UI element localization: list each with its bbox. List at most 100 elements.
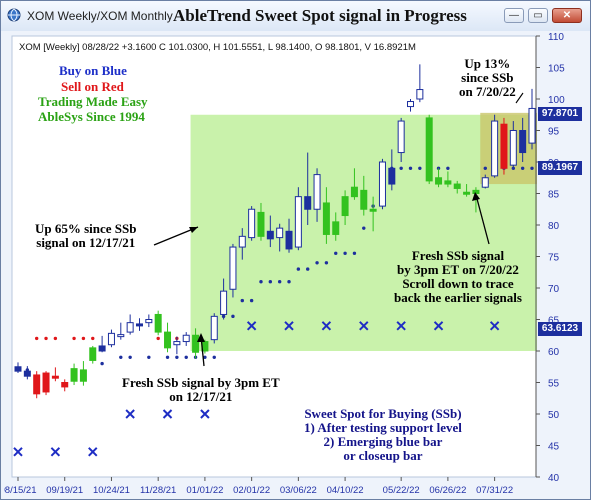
chart-tab-label[interactable]: XOM Weekly/XOM Monthly xyxy=(27,9,173,23)
candle-body xyxy=(266,230,274,240)
y-tick-label: 80 xyxy=(548,221,560,232)
buy-stop-dot xyxy=(287,280,291,284)
candle-body xyxy=(444,180,452,185)
y-tick-label: 110 xyxy=(548,32,564,43)
buy-stop-dot xyxy=(315,261,319,265)
candle-body xyxy=(173,341,181,346)
y-tick-label: 60 xyxy=(548,347,560,358)
buy-stop-dot xyxy=(324,261,329,265)
y-tick-label: 65 xyxy=(548,316,560,327)
minimize-button[interactable]: — xyxy=(504,8,524,23)
buy-stop-dot xyxy=(520,166,525,170)
candle-body xyxy=(528,107,536,144)
buy-stop-dot xyxy=(352,251,357,256)
sell-stop-dot xyxy=(72,336,76,341)
ssb-marker xyxy=(489,321,500,331)
buy-stop-dot xyxy=(203,355,207,359)
candle-body xyxy=(192,334,200,353)
x-tick-label: 05/22/22 xyxy=(383,485,420,496)
candle-body xyxy=(472,189,480,195)
candle-body xyxy=(360,189,368,210)
buy-stop-dot xyxy=(408,166,413,170)
legend-since: AbleSys Since 1994 xyxy=(38,109,145,124)
candle-body xyxy=(61,382,69,388)
annotation-fresh-dec: Fresh SSb signal by 3pm ET on 12/17/21 xyxy=(122,375,280,404)
candle-body xyxy=(519,130,527,154)
buy-stop-dot xyxy=(240,298,244,303)
buy-stop-dot xyxy=(334,251,338,256)
ssb-marker xyxy=(359,321,369,331)
candle-body xyxy=(369,208,377,212)
candle-body xyxy=(491,120,499,177)
x-tick-label: 06/26/22 xyxy=(429,485,466,496)
price-tag-low: 63.6123 xyxy=(538,322,582,336)
sell-stop-dot xyxy=(156,336,160,341)
price-tag-high: 97.8701 xyxy=(538,107,582,121)
buy-stop-dot xyxy=(446,166,450,170)
y-tick-label: 50 xyxy=(548,410,560,421)
legend-tagline: Trading Made Easy xyxy=(38,94,148,109)
candle-body xyxy=(463,191,471,195)
buy-stop-dot xyxy=(249,298,254,303)
candle-body xyxy=(425,117,433,182)
price-tag-mid: 89.1967 xyxy=(538,161,582,175)
arrow-fresh-dec-head xyxy=(197,333,205,342)
buy-stop-dot xyxy=(343,251,347,256)
annotation-sweet-spot: Sweet Spot for Buying (SSb) 1) After tes… xyxy=(304,406,462,463)
price-chart[interactable]: 404550556065707580859095100105110 08/15/… xyxy=(4,31,588,497)
x-tick-label: 01/01/22 xyxy=(186,485,223,496)
sell-stop-dot xyxy=(53,336,58,341)
candle-body xyxy=(42,372,50,393)
title-bar[interactable]: XOM Weekly/XOM Monthly AbleTrend Sweet S… xyxy=(1,1,590,31)
ssb-marker xyxy=(13,447,23,457)
buy-stop-dot xyxy=(119,355,123,359)
x-tick-label: 02/01/22 xyxy=(233,485,270,496)
close-button[interactable]: ✕ xyxy=(552,8,582,23)
y-tick-label: 105 xyxy=(548,64,565,75)
y-tick-label: 75 xyxy=(548,253,560,264)
buy-stop-dot xyxy=(530,166,534,170)
legend-sell: Sell on Red xyxy=(61,79,124,94)
candle-body xyxy=(33,374,41,395)
candle-body xyxy=(322,202,330,235)
candle-body xyxy=(313,174,321,210)
buy-stop-dot xyxy=(259,280,263,284)
candle-body xyxy=(126,322,134,333)
candle-body xyxy=(248,208,256,239)
candle-body xyxy=(407,101,415,108)
buy-stop-dot xyxy=(306,267,310,271)
candle-body xyxy=(89,347,97,361)
ohlc-info-line: XOM [Weekly] 08/28/22 +3.1600 C 101.0300… xyxy=(19,42,416,53)
candle-body xyxy=(350,186,358,198)
x-tick-label: 10/24/21 xyxy=(93,485,130,496)
buy-stop-dot xyxy=(418,166,422,170)
buy-stop-dot xyxy=(147,355,151,359)
buy-stop-dot xyxy=(362,226,366,230)
arrow-fresh-july-head xyxy=(472,192,480,201)
candle-body xyxy=(154,313,162,333)
candle-body xyxy=(341,196,349,217)
buy-stop-dot xyxy=(231,314,235,319)
buy-stop-dot xyxy=(212,355,216,359)
sell-stop-dot xyxy=(44,336,48,341)
maximize-button[interactable]: ▭ xyxy=(528,8,548,23)
ssb-marker xyxy=(396,321,406,331)
candle-body xyxy=(481,177,489,188)
buy-stop-dot xyxy=(165,355,170,359)
chart-title: AbleTrend Sweet Spot signal in Progress xyxy=(173,6,467,25)
y-tick-label: 95 xyxy=(548,127,560,138)
annotation-up65: Up 65% since SSb signal on 12/17/21 xyxy=(35,221,137,250)
buy-stop-dot xyxy=(399,166,403,170)
y-tick-label: 40 xyxy=(548,473,560,484)
globe-icon xyxy=(7,8,21,22)
ssb-marker xyxy=(162,409,173,419)
candle-body xyxy=(416,89,424,100)
candle-body xyxy=(220,290,228,315)
arrow-fresh-july xyxy=(475,194,490,245)
candle-body xyxy=(238,235,246,248)
ssb-marker xyxy=(321,321,332,331)
legend-buy: Buy on Blue xyxy=(59,63,127,78)
candle-body xyxy=(304,196,312,210)
ssb-marker xyxy=(433,321,444,331)
